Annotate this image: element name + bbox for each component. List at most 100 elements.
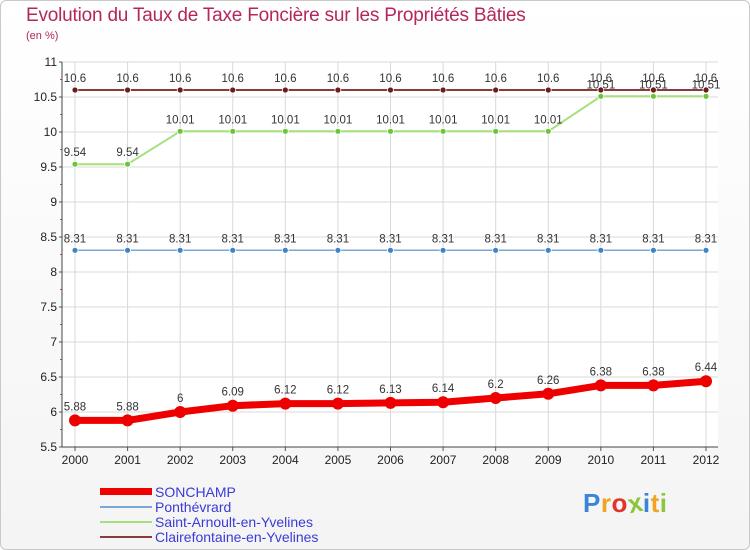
y-tick-label: 7.5 [40, 300, 57, 314]
data-point-ponthevrard [702, 246, 710, 254]
data-label-clairefontaine-en-yvelines: 10.6 [590, 73, 612, 85]
data-point-sonchamp [700, 375, 712, 388]
legend-item-clairefontaine-en-yvelines: Clairefontaine-en-Yvelines [100, 528, 319, 545]
legend-item-saint-arnoult-en-yvelines: Saint-Arnoult-en-Yvelines [100, 514, 318, 530]
data-point-saint-arnoult-en-yvelines [702, 92, 710, 100]
x-tick-label: 2006 [377, 453, 404, 467]
data-label-sonchamp: 6.14 [432, 383, 455, 395]
x-tick-label: 2003 [219, 453, 246, 467]
data-label-ponthevrard: 8.31 [695, 233, 717, 245]
data-point-clairefontaine-en-yvelines [544, 86, 552, 94]
x-tick-label: 2002 [167, 453, 194, 467]
data-label-sonchamp: 6.38 [642, 366, 664, 378]
x-tick-label: 2012 [693, 453, 720, 467]
data-label-sonchamp: 6.38 [590, 366, 612, 378]
data-point-sonchamp [331, 397, 344, 410]
data-point-saint-arnoult-en-yvelines [439, 127, 447, 135]
data-point-ponthevrard [387, 246, 394, 254]
data-point-clairefontaine-en-yvelines [387, 86, 394, 94]
data-point-sonchamp [226, 399, 239, 412]
legend-swatch [100, 535, 152, 538]
data-point-ponthevrard [281, 246, 289, 254]
x-tick-label: 2011 [641, 453, 667, 467]
data-label-clairefontaine-en-yvelines: 10.6 [222, 73, 244, 85]
data-point-ponthevrard [439, 246, 447, 254]
data-label-clairefontaine-en-yvelines: 10.6 [432, 73, 454, 85]
data-label-saint-arnoult-en-yvelines: 10.51 [586, 79, 615, 91]
y-tick-label: 10.5 [34, 90, 58, 104]
data-label-clairefontaine-en-yvelines: 10.6 [327, 73, 349, 85]
data-label-saint-arnoult-en-yvelines: 10.01 [429, 114, 458, 126]
data-point-sonchamp [647, 379, 660, 392]
data-label-clairefontaine-en-yvelines: 10.6 [274, 73, 296, 85]
data-point-sonchamp [489, 392, 502, 404]
y-tick-label: 8.5 [40, 230, 57, 244]
logo-letter: r [600, 488, 612, 518]
x-tick-label: 2004 [272, 453, 299, 467]
data-label-saint-arnoult-en-yvelines: 9.54 [64, 147, 87, 159]
data-label-ponthevrard: 8.31 [64, 233, 86, 245]
data-label-ponthevrard: 8.31 [590, 233, 612, 245]
y-tick-label: 5.5 [40, 440, 57, 454]
data-point-sonchamp [174, 406, 187, 418]
legend-item-sonchamp: SONCHAMP [100, 484, 318, 500]
data-point-saint-arnoult-en-yvelines [176, 127, 184, 135]
legend-swatch [100, 488, 152, 495]
chart-title: Evolution du Taux de Taxe Foncière sur l… [26, 5, 526, 26]
data-label-ponthevrard: 8.31 [642, 233, 664, 245]
y-tick-label: 9.5 [40, 160, 57, 174]
data-point-saint-arnoult-en-yvelines [124, 160, 131, 168]
data-label-saint-arnoult-en-yvelines: 10.01 [481, 114, 510, 126]
data-label-saint-arnoult-en-yvelines: 10.01 [166, 114, 195, 126]
data-point-sonchamp [69, 414, 81, 427]
data-point-ponthevrard [650, 246, 657, 254]
y-tick-label: 8 [50, 265, 57, 279]
x-tick-label: 2007 [430, 453, 457, 467]
data-point-clairefontaine-en-yvelines [229, 86, 237, 94]
chart-subtitle: (en %) [26, 30, 59, 42]
data-label-clairefontaine-en-yvelines: 10.6 [116, 73, 138, 85]
data-label-ponthevrard: 8.31 [537, 233, 559, 245]
data-label-sonchamp: 6.2 [488, 379, 504, 391]
data-point-saint-arnoult-en-yvelines [229, 127, 237, 135]
logo-letter: i [642, 488, 651, 518]
data-point-ponthevrard [71, 246, 79, 254]
y-tick-label: 11 [45, 55, 58, 69]
data-label-clairefontaine-en-yvelines: 10.6 [484, 73, 506, 85]
data-point-saint-arnoult-en-yvelines [544, 127, 552, 135]
data-point-saint-arnoult-en-yvelines [597, 92, 605, 100]
legend-swatch [100, 505, 152, 508]
data-point-clairefontaine-en-yvelines [439, 86, 447, 94]
data-point-ponthevrard [597, 246, 605, 254]
logo-letter: t [650, 488, 660, 518]
data-label-ponthevrard: 8.31 [327, 233, 349, 245]
data-point-ponthevrard [229, 246, 237, 254]
data-point-clairefontaine-en-yvelines [492, 86, 500, 94]
data-label-ponthevrard: 8.31 [116, 233, 138, 245]
data-label-clairefontaine-en-yvelines: 10.6 [64, 73, 86, 85]
data-label-ponthevrard: 8.31 [379, 233, 401, 245]
y-tick-label: 6.5 [40, 370, 57, 384]
data-label-sonchamp: 6.13 [379, 384, 401, 396]
data-label-ponthevrard: 8.31 [432, 233, 454, 245]
data-label-sonchamp: 6.26 [537, 375, 559, 387]
data-point-clairefontaine-en-yvelines [176, 86, 184, 94]
legend-label: Ponthévrard [155, 498, 232, 515]
x-tick-label: 2009 [535, 453, 562, 467]
data-label-ponthevrard: 8.31 [169, 233, 191, 245]
legend-label: Clairefontaine-en-Yvelines [155, 528, 319, 545]
data-label-sonchamp: 6.44 [695, 362, 718, 374]
data-point-sonchamp [542, 387, 555, 400]
data-label-clairefontaine-en-yvelines: 10.6 [642, 73, 664, 85]
data-point-saint-arnoult-en-yvelines [71, 160, 79, 168]
data-point-sonchamp [279, 397, 292, 410]
data-label-ponthevrard: 8.31 [274, 233, 296, 245]
data-label-sonchamp: 6 [177, 393, 183, 405]
y-tick-label: 7 [50, 335, 57, 349]
data-label-saint-arnoult-en-yvelines: 10.01 [376, 114, 405, 126]
data-label-sonchamp: 6.12 [327, 385, 349, 397]
logo-letter: P [583, 488, 601, 518]
data-label-saint-arnoult-en-yvelines: 10.51 [639, 79, 668, 91]
proxiti-logo: Proxiti [583, 487, 667, 519]
